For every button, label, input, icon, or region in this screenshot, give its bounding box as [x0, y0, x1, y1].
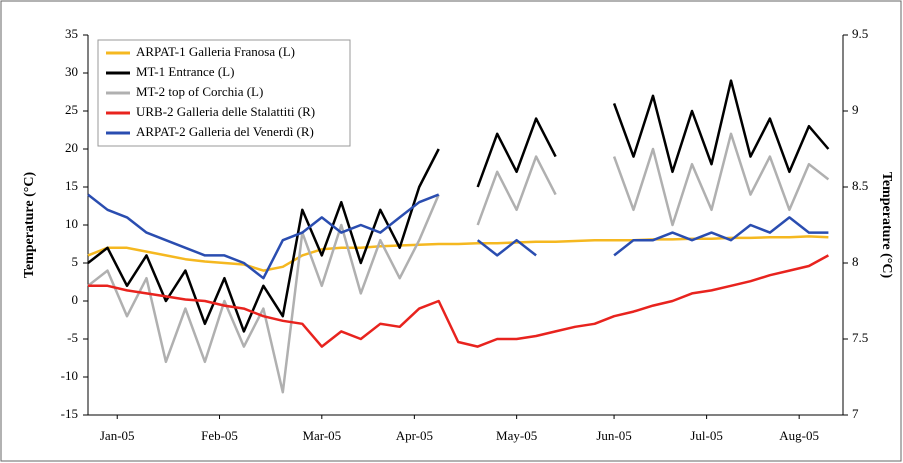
- y2-tick-label: 8.5: [852, 178, 868, 193]
- y-tick-label: 10: [65, 216, 78, 231]
- x-tick-label: Jan-05: [100, 428, 135, 443]
- y-tick-label: 35: [65, 26, 78, 41]
- x-tick-label: Jun-05: [596, 428, 631, 443]
- y2-tick-label: 9.5: [852, 26, 868, 41]
- y-tick-label: 0: [72, 292, 79, 307]
- x-tick-label: Feb-05: [201, 428, 238, 443]
- x-tick-label: Apr-05: [396, 428, 433, 443]
- y2-tick-label: 8: [852, 254, 859, 269]
- y-tick-label: 30: [65, 64, 78, 79]
- y-tick-label: -10: [61, 368, 78, 383]
- legend-box: [97, 39, 351, 147]
- y2-axis-label: Temperature (°C): [879, 172, 894, 279]
- x-tick-label: Mar-05: [302, 428, 341, 443]
- series-line: [88, 254, 829, 348]
- legend-label: URB-2 Galleria delle Stalattiti (R): [136, 104, 315, 119]
- y-tick-label: 25: [65, 102, 78, 117]
- y2-tick-label: 7: [852, 406, 859, 421]
- x-tick-label: May-05: [496, 428, 537, 443]
- series-line: [87, 132, 830, 394]
- legend-label: ARPAT-2 Galleria del Venerdì (R): [136, 124, 314, 139]
- x-tick-label: Aug-05: [779, 428, 819, 443]
- y-tick-label: 5: [72, 254, 79, 269]
- y-axis-label: Temperature (°C): [22, 172, 37, 279]
- series-line: [87, 79, 830, 333]
- series-line: [87, 235, 829, 272]
- y-tick-label: -15: [61, 406, 78, 421]
- y2-tick-label: 9: [852, 102, 859, 117]
- legend-label: ARPAT-1 Galleria Franosa (L): [136, 44, 295, 59]
- legend-label: MT-2 top of Corchia (L): [136, 84, 263, 99]
- y-tick-label: 20: [65, 140, 78, 155]
- y-tick-label: 15: [65, 178, 78, 193]
- series-line: [87, 193, 829, 280]
- legend-label: MT-1 Entrance (L): [136, 64, 234, 79]
- x-tick-label: Jul-05: [690, 428, 723, 443]
- y2-tick-label: 7.5: [852, 330, 868, 345]
- y-tick-label: -5: [67, 330, 78, 345]
